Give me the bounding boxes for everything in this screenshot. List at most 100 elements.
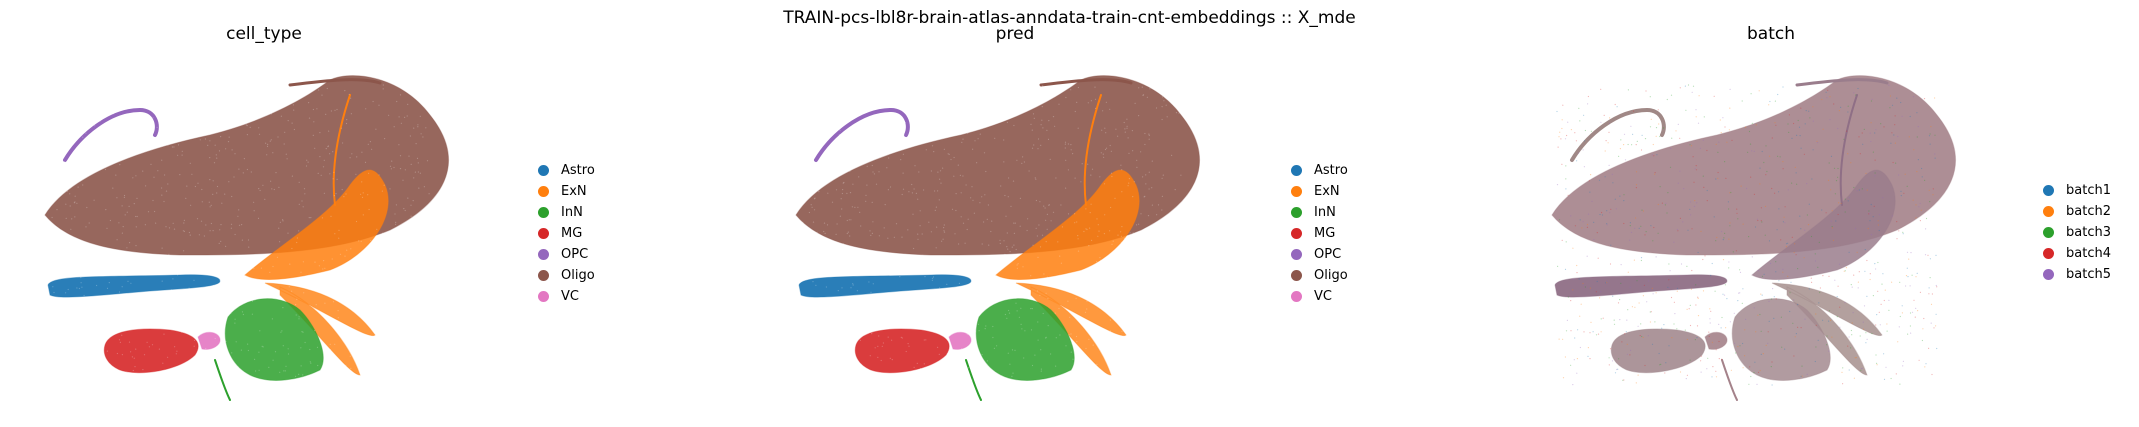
scatter-point bbox=[834, 164, 837, 166]
scatter-point bbox=[287, 348, 289, 350]
scatter-point bbox=[858, 176, 860, 178]
scatter-point bbox=[163, 333, 165, 335]
scatter-point bbox=[189, 162, 191, 164]
scatter-point bbox=[911, 183, 913, 186]
scatter-point bbox=[282, 102, 284, 104]
scatter-point bbox=[1686, 338, 1688, 341]
scatter-point bbox=[1685, 109, 1687, 111]
scatter-point bbox=[118, 291, 121, 293]
scatter-point bbox=[1748, 130, 1751, 133]
scatter-point bbox=[1168, 229, 1170, 232]
scatter-point bbox=[64, 91, 66, 93]
scatter-point bbox=[856, 290, 858, 292]
scatter-point bbox=[1821, 209, 1823, 211]
scatter-point bbox=[1123, 376, 1125, 378]
scatter-point bbox=[1906, 251, 1909, 253]
opc-arc bbox=[814, 107, 910, 162]
scatter-point bbox=[1561, 119, 1563, 121]
legend-marker bbox=[538, 186, 549, 197]
scatter-point bbox=[157, 170, 159, 172]
scatter-point bbox=[1880, 123, 1882, 125]
scatter-point bbox=[1905, 275, 1908, 277]
scatter-point bbox=[155, 222, 157, 224]
scatter-point bbox=[337, 299, 339, 301]
scatter-point bbox=[1870, 122, 1872, 124]
scatter-point bbox=[1838, 110, 1840, 112]
scatter-point bbox=[1853, 92, 1855, 94]
scatter-point bbox=[1015, 302, 1017, 304]
scatter-point bbox=[1108, 289, 1110, 291]
scatter-point bbox=[296, 241, 298, 244]
scatter-point bbox=[375, 295, 378, 297]
legend-item-inn: InN bbox=[1291, 202, 1348, 223]
scatter-point bbox=[1691, 269, 1693, 272]
legend-marker bbox=[2043, 227, 2054, 238]
scatter-point bbox=[163, 200, 165, 203]
scatter-point bbox=[863, 161, 865, 164]
scatter-point bbox=[983, 152, 986, 154]
scatter-point bbox=[1039, 201, 1041, 203]
scatter-point bbox=[925, 149, 927, 151]
scatter-point bbox=[952, 351, 954, 353]
scatter-point bbox=[822, 119, 824, 121]
scatter-point bbox=[276, 256, 279, 258]
scatter-point bbox=[1583, 140, 1586, 142]
scatter-point bbox=[1561, 163, 1563, 165]
scatter-point bbox=[1874, 263, 1876, 265]
scatter-point bbox=[1921, 176, 1923, 178]
scatter-point bbox=[59, 102, 61, 104]
scatter-point bbox=[1574, 132, 1576, 134]
scatter-point bbox=[1104, 298, 1106, 301]
scatter-point bbox=[1587, 95, 1589, 98]
vc-cluster bbox=[948, 331, 972, 350]
scatter-point bbox=[421, 249, 423, 251]
scatter-point bbox=[930, 170, 932, 172]
scatter-point bbox=[141, 106, 143, 108]
scatter-point bbox=[100, 305, 102, 307]
scatter-point bbox=[1860, 369, 1862, 371]
scatter-point bbox=[913, 247, 915, 250]
scatter-point bbox=[287, 353, 290, 355]
scatter-point bbox=[355, 220, 358, 223]
scatter-point bbox=[177, 144, 180, 146]
scatter-point bbox=[247, 239, 250, 241]
scatter-point bbox=[1875, 324, 1877, 326]
scatter-point bbox=[1819, 291, 1821, 294]
scatter-point bbox=[1891, 132, 1893, 134]
scatter-point bbox=[1652, 293, 1654, 295]
scatter-point bbox=[1059, 255, 1061, 257]
scatter-point bbox=[940, 107, 942, 109]
inn-cluster bbox=[975, 298, 1075, 381]
scatter-point bbox=[1696, 202, 1698, 204]
scatter-point bbox=[1579, 120, 1581, 122]
scatter-point bbox=[1695, 284, 1697, 286]
scatter-point bbox=[1909, 285, 1911, 287]
scatter-point bbox=[1711, 262, 1713, 265]
legend-marker bbox=[538, 270, 549, 281]
scatter-point bbox=[1664, 204, 1666, 206]
scatter-point bbox=[382, 232, 384, 234]
scatter-point bbox=[1586, 255, 1588, 257]
scatter-point bbox=[1578, 278, 1580, 280]
scatter-point bbox=[99, 120, 101, 122]
scatter-point bbox=[1872, 216, 1874, 218]
scatter-point bbox=[1133, 353, 1135, 355]
scatter-point bbox=[1894, 142, 1896, 144]
scatter-point bbox=[1602, 317, 1604, 319]
scatter-point bbox=[427, 89, 429, 91]
scatter-point bbox=[322, 287, 325, 289]
scatter-point bbox=[1771, 137, 1773, 139]
scatter-point bbox=[124, 142, 126, 144]
scatter-point bbox=[274, 101, 276, 103]
scatter-point bbox=[1815, 346, 1817, 348]
scatter-point bbox=[1627, 271, 1629, 273]
scatter-point bbox=[915, 134, 917, 136]
scatter-point bbox=[1692, 85, 1695, 87]
scatter-point bbox=[335, 298, 337, 300]
scatter-point bbox=[940, 182, 942, 184]
panel-title-pred: pred bbox=[995, 24, 1035, 44]
scatter-point bbox=[414, 171, 416, 173]
scatter-point bbox=[1920, 209, 1922, 211]
scatter-point bbox=[1024, 330, 1026, 332]
scatter-point bbox=[973, 212, 975, 214]
